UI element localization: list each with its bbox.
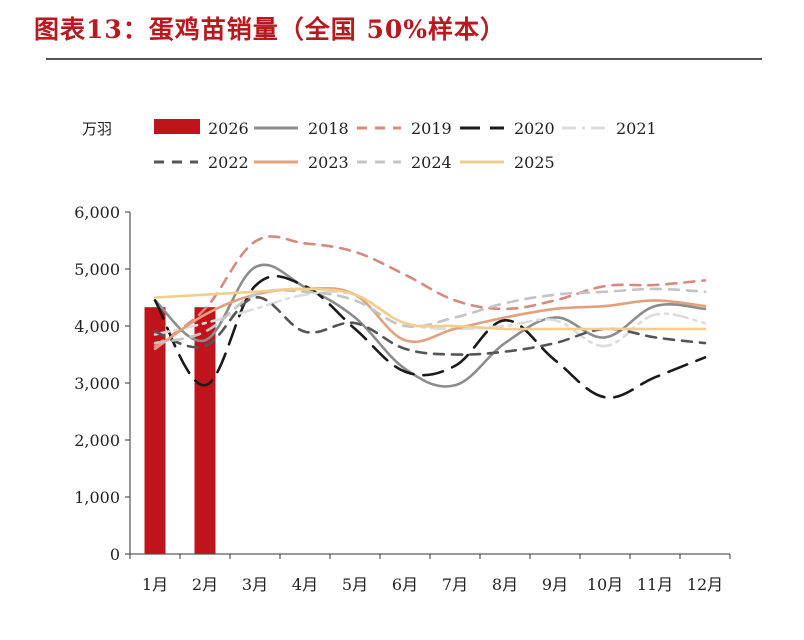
x-tick-label: 7月 — [442, 575, 468, 594]
title-divider — [46, 58, 762, 60]
x-tick-label: 6月 — [392, 575, 418, 594]
series-line-2023 — [153, 286, 707, 351]
series-line-2018 — [153, 263, 707, 388]
bar-2026-1月 — [144, 307, 166, 554]
chart-title: 图表13：蛋鸡苗销量（全国 50%样本） — [34, 15, 507, 44]
legend-label-2026: 2026 — [208, 119, 249, 138]
series-line-2025 — [153, 287, 707, 331]
legend-label-2020: 2020 — [514, 119, 555, 138]
x-tick-label: 3月 — [242, 575, 268, 594]
y-tick-label: 3,000 — [74, 374, 120, 393]
x-tick-label: 10月 — [587, 575, 623, 594]
x-tick-label: 4月 — [292, 575, 318, 594]
x-tick-label: 11月 — [637, 575, 673, 594]
series-line-2024 — [153, 287, 707, 345]
series-line-2021 — [153, 290, 707, 348]
y-tick-label: 4,000 — [74, 317, 120, 336]
series-line-2019 — [153, 235, 707, 348]
legend-label-2018: 2018 — [308, 119, 349, 138]
series-line-2022 — [153, 296, 707, 356]
x-tick-label: 12月 — [687, 575, 723, 594]
legend-swatch-2026 — [154, 119, 200, 134]
legend-label-2022: 2022 — [208, 153, 249, 172]
y-tick-label: 0 — [110, 545, 120, 564]
x-tick-label: 2月 — [192, 575, 218, 594]
series-line-2020 — [153, 274, 707, 399]
x-tick-label: 5月 — [342, 575, 368, 594]
y-tick-label: 1,000 — [74, 488, 120, 507]
bar-2026-2月 — [194, 307, 216, 554]
y-tick-label: 5,000 — [74, 260, 120, 279]
legend-label-2023: 2023 — [308, 153, 349, 172]
legend-label-2024: 2024 — [411, 153, 452, 172]
y-tick-label: 2,000 — [74, 431, 120, 450]
unit-label: 万羽 — [82, 120, 112, 138]
legend-label-2021: 2021 — [616, 119, 657, 138]
legend-label-2025: 2025 — [514, 153, 555, 172]
y-tick-label: 6,000 — [74, 203, 120, 222]
x-tick-label: 8月 — [492, 575, 518, 594]
x-tick-label: 9月 — [542, 575, 568, 594]
x-tick-label: 1月 — [142, 575, 168, 594]
legend-label-2019: 2019 — [411, 119, 452, 138]
